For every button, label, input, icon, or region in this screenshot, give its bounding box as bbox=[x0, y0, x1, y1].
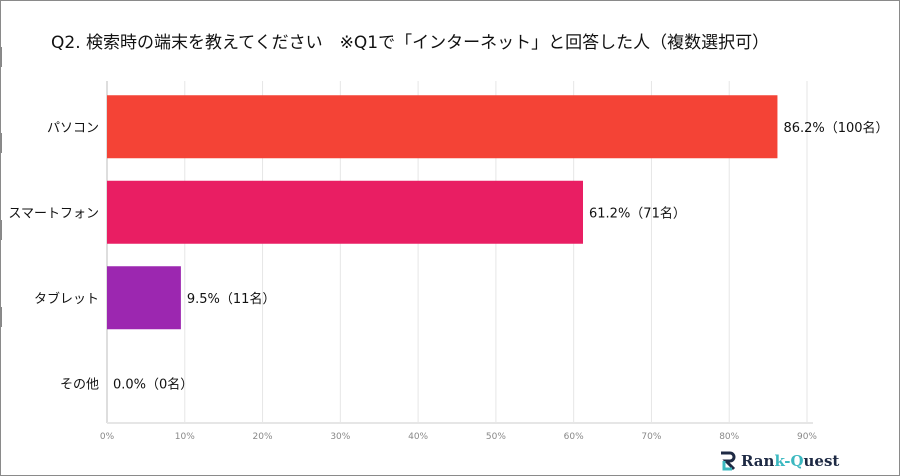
data-label: 86.2%（100名） bbox=[783, 120, 888, 136]
data-label: 0.0%（0名） bbox=[113, 376, 193, 392]
x-tick-label: 40% bbox=[408, 432, 428, 442]
chart-title: Q2. 検索時の端末を教えてください ※Q1で「インターネット」と回答した人（複… bbox=[51, 33, 769, 53]
x-tick-label: 0% bbox=[100, 432, 115, 442]
x-tick-label: 30% bbox=[330, 432, 350, 442]
x-tick-label: 70% bbox=[641, 432, 661, 442]
bar bbox=[107, 266, 181, 330]
rank-quest-logo: Rank-Quest bbox=[719, 451, 839, 471]
category-label: スマートフォン bbox=[8, 206, 99, 221]
category-label: パソコン bbox=[47, 121, 99, 136]
category-label: その他 bbox=[60, 377, 99, 392]
data-label: 9.5%（11名） bbox=[187, 291, 276, 307]
x-tick-label: 90% bbox=[797, 432, 817, 442]
x-tick-label: 20% bbox=[253, 432, 273, 442]
bar bbox=[107, 95, 778, 159]
bar bbox=[107, 180, 583, 244]
category-label: タブレット bbox=[34, 291, 99, 307]
x-tick-label: 60% bbox=[564, 432, 584, 442]
x-tick-label: 50% bbox=[486, 432, 506, 442]
data-label: 61.2%（71名） bbox=[589, 205, 686, 221]
x-tick-label: 80% bbox=[719, 432, 739, 442]
logo-icon bbox=[721, 451, 736, 471]
x-tick-label: 10% bbox=[175, 432, 195, 442]
